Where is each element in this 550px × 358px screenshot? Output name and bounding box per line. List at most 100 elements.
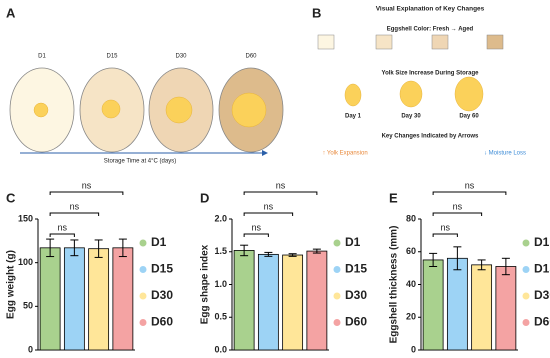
legend-marker [522,239,530,247]
y-tick-label: 0 [411,344,416,354]
egg-label: D30 [175,54,187,60]
y-tick-label: 1.0 [214,279,227,289]
error-bar [240,244,249,257]
legend-label: D15 [151,262,173,276]
egg-label: D1 [38,54,46,60]
bar [112,247,134,351]
legend-label: D60 [534,315,550,329]
y-tick-label: 150 [18,213,33,223]
legend-label: D15 [345,262,367,276]
y-tick-label: 2.0 [214,213,227,223]
panel-label: C [6,190,16,205]
yolk [101,99,121,119]
significance-label: ns [453,201,463,211]
bar [63,247,85,351]
legend-marker [139,239,147,247]
bar [233,250,255,351]
significance-label: ns [276,180,286,190]
y-tick-label: 0 [28,344,33,354]
yolk [454,76,484,112]
y-tick-label: 100 [18,257,33,267]
legend-marker [139,266,147,273]
legend-marker [333,292,341,300]
shell-swatch [431,34,449,50]
yolk [399,80,423,108]
panel-label: B [312,5,321,20]
significance-bracket [49,212,100,216]
bar [282,254,304,351]
shell-swatch [375,34,393,50]
legend-label: D1 [151,235,167,249]
legend-marker [333,239,341,247]
significance-label: ns [251,222,261,232]
significance-bracket [432,233,458,237]
panel-label: A [6,5,16,20]
significance-label: ns [440,222,450,232]
error-bar [477,259,486,271]
egg-label: D60 [245,54,257,60]
y-tick-label: 40 [406,279,416,289]
y-tick-label: 1.5 [214,246,227,256]
arrow-note: ↓ Moisture Loss [484,151,526,157]
legend-label: D1 [534,235,550,249]
significance-bracket [243,191,318,195]
yolk [33,102,49,118]
error-bar [501,257,510,276]
yolk-label: Day 30 [401,114,421,120]
significance-bracket [243,212,294,216]
legend-label: D15 [534,262,550,276]
egg-label: D15 [106,54,118,60]
significance-bracket [49,233,75,237]
shell-swatch [317,34,335,50]
bar [446,257,468,351]
y-tick-label: 20 [406,312,416,322]
bar [422,259,444,351]
legend-label: D1 [345,235,361,249]
y-tick-label: 60 [406,246,416,256]
error-bar [429,252,438,267]
legend-marker [522,319,530,326]
bar [257,253,279,351]
significance-bracket [432,191,507,195]
error-bar [288,253,297,257]
panel-label: E [389,190,398,205]
error-bar [264,251,273,257]
yolk [231,92,267,128]
y-tick-label: 80 [406,213,416,223]
y-axis-label: Egg shape index [200,244,211,324]
axis-label: Storage Time at 4°C (days) [104,159,176,165]
legend-marker [522,292,530,300]
shell-swatch [486,34,504,50]
significance-bracket [49,191,124,195]
legend-label: D30 [345,288,367,302]
significance-label: ns [264,201,274,211]
yolk-label: Day 60 [459,114,479,120]
significance-label: ns [82,180,92,190]
legend-marker [139,319,147,326]
legend-label: D60 [151,315,173,329]
legend-label: D30 [151,288,173,302]
y-tick-label: 0.0 [214,344,227,354]
panel-label: D [200,190,209,205]
heading: Key Changes Indicated by Arrows [382,134,479,140]
error-bar [118,238,127,258]
significance-label: ns [57,222,67,232]
error-bar [453,246,462,271]
y-tick-label: 50 [23,301,33,311]
legend-marker [333,319,341,326]
heading: Yolk Size Increase During Storage [382,71,480,77]
error-bar [312,248,321,254]
significance-label: ns [70,201,80,211]
panel-title: Visual Explanation of Key Changes [376,6,485,13]
error-bar [94,239,103,258]
y-axis-label: Egg weight (g) [6,250,17,319]
yolk [165,96,193,124]
legend-label: D30 [534,288,550,302]
error-bar [70,239,79,257]
heading: Eggshell Color: Fresh → Aged [387,27,474,33]
bar [306,250,328,351]
arrow-note: ↑ Yolk Expansion [322,151,367,157]
significance-bracket [432,212,483,216]
bar [471,264,493,351]
